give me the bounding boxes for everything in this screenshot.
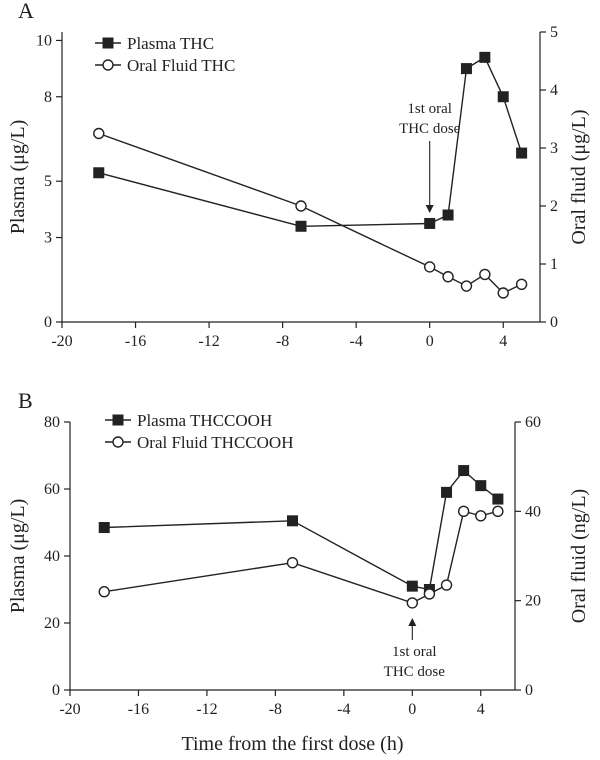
panel-label-a: A [18,0,34,23]
data-point-plasma-thc [424,217,436,229]
y-axis-title-right: Oral fluid (μg/L) [568,109,590,244]
data-point-plasma-thccooh [441,486,453,498]
panel-label-b: B [18,388,33,413]
y-tick-label-left: 40 [44,548,60,565]
y-tick-label-right: 20 [525,593,541,610]
y-tick-label-left: 0 [52,682,60,699]
y-tick-label-left: 60 [44,481,60,498]
annotation-arrowhead [425,205,434,213]
data-point-plasma-thc [93,167,105,179]
legend-marker-plasma-thc [102,37,114,49]
y-tick-label-left: 8 [44,89,52,106]
data-point-oral-fluid-thc [497,287,509,299]
data-point-oral-fluid-thc [460,280,473,292]
data-point-plasma-thccooh [475,480,487,492]
y-tick-label-right: 60 [525,414,541,431]
x-tick-label: 0 [426,333,434,350]
data-point-oral-fluid-thccooh [286,557,299,569]
x-tick-label: -4 [337,701,350,718]
data-point-oral-fluid-thccooh [492,505,504,518]
series-line-oral-fluid-thc [98,132,522,294]
x-tick-label: -12 [198,333,219,350]
data-point-oral-fluid-thccooh [406,597,419,609]
y-tick-label-right: 0 [525,682,533,699]
annotation-line-1: 1st oral [407,101,452,117]
annotation-line-2: THC dose [384,664,446,680]
x-axis-title: Time from the first dose (h) [181,733,403,755]
y-tick-label-right: 1 [550,256,558,273]
annotation-line-2: THC dose [399,121,461,137]
data-point-oral-fluid-thc [479,268,491,281]
y-tick-label-left: 0 [44,314,52,331]
annotation-line-1: 1st oral [392,644,437,660]
data-point-plasma-thccooh [458,465,470,477]
x-tick-label: 4 [499,333,507,350]
series-line-plasma-thccooh [104,469,499,591]
y-tick-label-right: 4 [550,82,558,99]
data-point-plasma-thc [460,63,472,75]
data-point-plasma-thccooh [406,580,418,592]
data-point-plasma-thc [295,220,307,232]
legend-label-oral-fluid-thccooh: Oral Fluid THCCOOH [137,433,293,452]
data-point-plasma-thc [442,209,454,221]
y-axis-title-right: Oral fluid (ng/L) [568,489,590,623]
y-tick-label-right: 3 [550,140,558,157]
y-tick-label-right: 2 [550,198,558,215]
y-tick-label-right: 40 [525,503,541,520]
data-point-oral-fluid-thc [295,200,307,212]
y-tick-label-left: 10 [36,32,52,49]
x-tick-label: -16 [128,701,149,718]
data-point-oral-fluid-thccooh [475,510,487,522]
legend-label-plasma-thccooh: Plasma THCCOOH [137,411,272,430]
data-point-plasma-thccooh [98,522,110,534]
y-tick-label-right: 0 [550,314,558,331]
legend-label-plasma-thc: Plasma THC [127,34,214,53]
data-point-oral-fluid-thc [93,127,105,140]
data-point-plasma-thc [479,51,491,63]
data-point-oral-fluid-thc [423,261,436,273]
x-tick-label: -16 [125,333,146,350]
y-tick-label-left: 80 [44,414,60,431]
data-point-oral-fluid-thc [515,278,528,290]
data-point-oral-fluid-thccooh [440,579,453,591]
data-point-plasma-thc [497,91,509,103]
data-point-plasma-thccooh [287,515,298,527]
legend-marker-plasma-thccooh [112,414,124,426]
data-point-plasma-thc [516,147,528,159]
x-tick-label: -8 [269,701,282,718]
x-tick-label: -20 [59,701,80,718]
panel-a: A -20 -16 -12 -8 -4 0 4 0 3 5 8 10 0 1 2 3 4 5 Plasma (μg/L… [7,0,590,350]
legend-label-oral-fluid-thc: Oral Fluid THC [127,56,235,75]
annotation-arrowhead [408,618,417,626]
y-axis-title-left: Plasma (μg/L) [7,120,29,235]
x-tick-label: 0 [408,701,416,718]
x-tick-label: -8 [276,333,289,350]
data-point-plasma-thccooh [492,493,504,505]
x-tick-label: -4 [349,333,362,350]
y-tick-label-left: 3 [44,230,52,247]
y-tick-label-left: 5 [44,173,52,190]
data-point-oral-fluid-thc [442,271,454,283]
legend-marker-oral-fluid-thc [102,59,114,71]
x-tick-label: -20 [51,333,72,350]
y-tick-label-right: 5 [550,24,558,41]
y-axis-title-left: Plasma (μg/L) [7,499,29,614]
x-tick-label: 4 [477,701,485,718]
y-tick-label-left: 20 [44,615,60,632]
data-point-oral-fluid-thccooh [457,505,470,518]
legend-marker-oral-fluid-thccooh [112,436,124,448]
data-point-oral-fluid-thccooh [423,588,436,600]
data-point-oral-fluid-thccooh [98,586,110,598]
series-line-plasma-thc [98,56,523,228]
x-tick-label: -12 [196,701,217,718]
